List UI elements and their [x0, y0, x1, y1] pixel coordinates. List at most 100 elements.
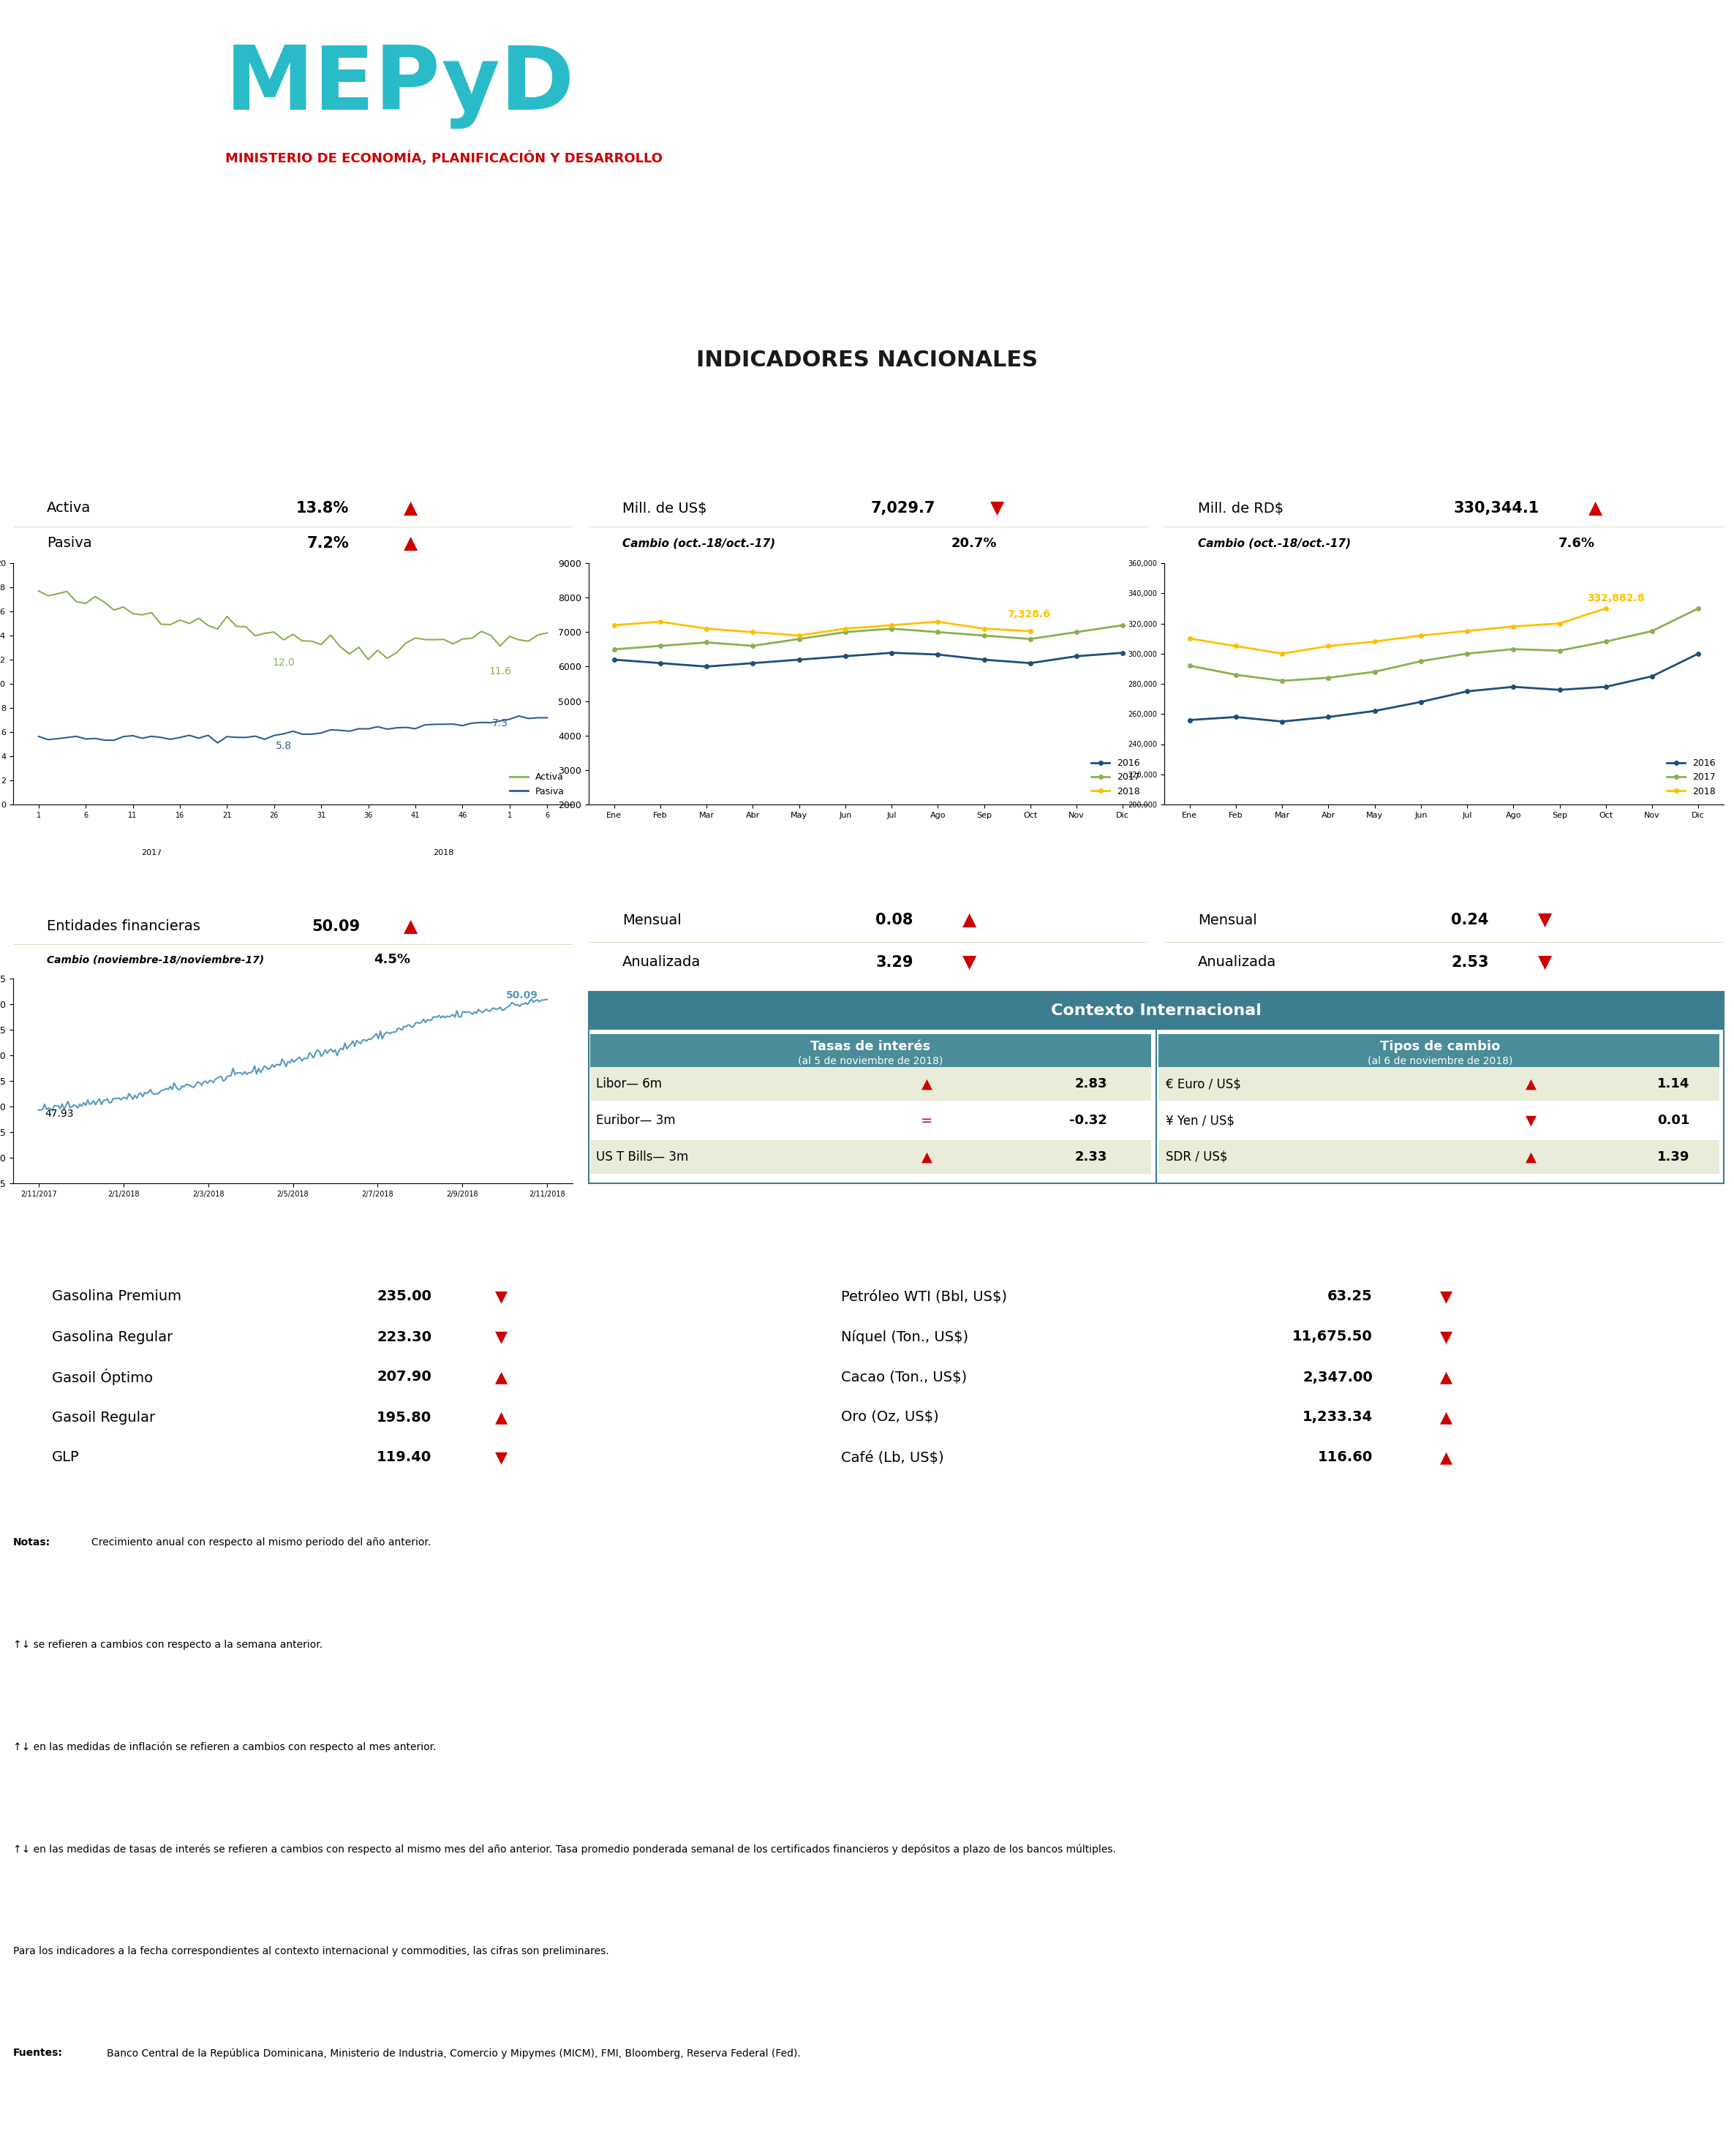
- Text: 20.7%: 20.7%: [952, 537, 997, 550]
- Text: 2.33: 2.33: [1075, 1151, 1108, 1164]
- Text: ▼: ▼: [1538, 912, 1552, 929]
- Text: ▼: ▼: [990, 500, 1004, 517]
- Text: 7,029.7: 7,029.7: [870, 500, 936, 515]
- Text: 63.25: 63.25: [1328, 1289, 1373, 1304]
- Text: Mensual: Mensual: [623, 914, 681, 927]
- Text: ▲: ▲: [1588, 500, 1602, 517]
- Text: Commodities: Commodities: [1200, 1220, 1327, 1238]
- Text: =: =: [921, 1115, 933, 1128]
- Text: Anualizada: Anualizada: [623, 955, 701, 968]
- Text: 7,328.6: 7,328.6: [1007, 610, 1051, 619]
- Text: (al 6 de noviembre de 2018): (al 6 de noviembre de 2018): [1368, 1056, 1512, 1067]
- Legend: Activa, Pasiva: Activa, Pasiva: [506, 770, 569, 800]
- Text: Medio Circulante (M1): Medio Circulante (M1): [1342, 423, 1545, 438]
- Text: 2,347.00: 2,347.00: [1302, 1371, 1373, 1384]
- Text: Cacao (Ton., US$): Cacao (Ton., US$): [841, 1371, 968, 1384]
- Text: ▲: ▲: [496, 1369, 508, 1384]
- Text: Mill. de RD$: Mill. de RD$: [1198, 502, 1283, 515]
- Text: UNIDAD ASESORA DE ANÁLISIS ECONÓMICO Y SOCIAL: UNIDAD ASESORA DE ANÁLISIS ECONÓMICO Y S…: [466, 218, 1268, 241]
- Text: (al 29 de octubre de 2018): (al 29 de octubre de 2018): [1363, 464, 1526, 476]
- Text: Reservas Internacionales Netas: Reservas Internacionales Netas: [723, 423, 1014, 438]
- Text: € Euro / US$: € Euro / US$: [1165, 1078, 1242, 1091]
- Text: US T Bills— 3m: US T Bills— 3m: [596, 1151, 688, 1164]
- Text: ▲: ▲: [1439, 1410, 1451, 1425]
- Text: Banco Central de la República Dominicana, Ministerio de Industria, Comercio y Mi: Banco Central de la República Dominicana…: [108, 2048, 801, 2059]
- Text: Euribor— 3m: Euribor— 3m: [596, 1115, 676, 1128]
- Text: (al 2 de noviembre de 2018): (al 2 de noviembre de 2018): [206, 884, 380, 897]
- Text: (al 1 de noviembre de 2018): (al 1 de noviembre de 2018): [206, 464, 380, 476]
- Text: ▼: ▼: [496, 1451, 508, 1464]
- Text: Libor— 6m: Libor— 6m: [596, 1078, 662, 1091]
- Text: 50.09: 50.09: [312, 918, 361, 934]
- Text: 5.8: 5.8: [276, 742, 291, 750]
- Text: ▲: ▲: [921, 1078, 933, 1091]
- Text: ▲: ▲: [404, 500, 418, 517]
- Text: MINISTERIO DE ECONOMÍA, PLANIFICACIÓN Y DESARROLLO: MINISTERIO DE ECONOMÍA, PLANIFICACIÓN Y …: [225, 151, 662, 166]
- Text: Tipo de cambio (Dólar, venta): Tipo de cambio (Dólar, venta): [158, 847, 428, 862]
- Text: 50.09: 50.09: [506, 990, 538, 1000]
- Text: Notas:: Notas:: [14, 1537, 50, 1548]
- Text: ▲: ▲: [404, 535, 418, 552]
- Legend: 2016, 2017, 2018: 2016, 2017, 2018: [1663, 755, 1718, 800]
- Text: -0.32: -0.32: [1070, 1115, 1108, 1128]
- Text: ▼: ▼: [1538, 953, 1552, 970]
- Text: ▼: ▼: [962, 953, 976, 970]
- Bar: [590, 1035, 1151, 1069]
- Text: 12.0: 12.0: [272, 658, 295, 668]
- Text: Inflación subyacente (%): Inflación subyacente (%): [1330, 843, 1557, 858]
- Text: 11,675.50: 11,675.50: [1292, 1330, 1373, 1343]
- Text: ▲: ▲: [1526, 1149, 1536, 1164]
- Text: 2.53: 2.53: [1451, 955, 1490, 970]
- Text: 13.8%: 13.8%: [297, 500, 349, 515]
- Text: 7.2%: 7.2%: [307, 537, 349, 550]
- Text: Gasoil Regular: Gasoil Regular: [52, 1410, 154, 1425]
- Text: ▲: ▲: [404, 918, 418, 936]
- Text: 0.01: 0.01: [1658, 1115, 1689, 1128]
- Text: Precios de los combustibles: Precios de los combustibles: [265, 1220, 536, 1238]
- Text: Níquel (Ton., US$): Níquel (Ton., US$): [841, 1330, 969, 1343]
- Text: ▲: ▲: [1526, 1078, 1536, 1091]
- Text: 116.60: 116.60: [1318, 1451, 1373, 1464]
- Text: Cambio (noviembre-18/noviembre-17): Cambio (noviembre-18/noviembre-17): [47, 955, 264, 966]
- Text: (al 6 de noviembre de 2018): (al 6 de noviembre de 2018): [1169, 1255, 1356, 1268]
- Text: 235.00: 235.00: [376, 1289, 432, 1304]
- Text: ▼: ▼: [1439, 1330, 1451, 1343]
- Text: Petróleo WTI (Bbl, US$): Petróleo WTI (Bbl, US$): [841, 1289, 1007, 1304]
- Text: 7.6%: 7.6%: [1559, 537, 1595, 550]
- Bar: [590, 992, 1724, 1031]
- Text: Entidades financieras: Entidades financieras: [47, 918, 199, 934]
- Text: Cambio (oct.-18/oct.-17): Cambio (oct.-18/oct.-17): [1198, 537, 1351, 550]
- Text: ▲: ▲: [1439, 1451, 1451, 1464]
- Text: ¥ Yen / US$: ¥ Yen / US$: [1165, 1115, 1235, 1128]
- Text: Gasoil Óptimo: Gasoil Óptimo: [52, 1369, 153, 1386]
- Text: (al 29 de octubre de 2018): (al 29 de octubre de 2018): [787, 464, 950, 476]
- Text: 1.14: 1.14: [1658, 1078, 1689, 1091]
- Text: 207.90: 207.90: [376, 1371, 432, 1384]
- Text: Tipos de cambio: Tipos de cambio: [1380, 1039, 1500, 1052]
- Text: 223.30: 223.30: [376, 1330, 432, 1343]
- Text: ▼: ▼: [496, 1330, 508, 1343]
- Text: 195.80: 195.80: [376, 1410, 432, 1425]
- Text: 0.24: 0.24: [1451, 912, 1490, 927]
- Text: 330,344.1: 330,344.1: [1453, 500, 1540, 515]
- Text: SDR / US$: SDR / US$: [1165, 1151, 1228, 1164]
- Text: (al 5 de noviembre de 2018): (al 5 de noviembre de 2018): [798, 1056, 943, 1067]
- Bar: [590, 1141, 1151, 1173]
- Text: Crecimiento anual con respecto al mismo periodo del año anterior.: Crecimiento anual con respecto al mismo …: [92, 1537, 432, 1548]
- Text: Pasiva: Pasiva: [47, 537, 92, 550]
- Text: Fuentes:: Fuentes:: [14, 2048, 62, 2059]
- Text: 2018: 2018: [434, 849, 454, 856]
- Bar: [590, 1104, 1151, 1138]
- Text: ▼: ▼: [1526, 1115, 1536, 1128]
- Text: Mill. de US$: Mill. de US$: [623, 502, 707, 515]
- Text: ▲: ▲: [1439, 1369, 1451, 1384]
- Text: GLP: GLP: [52, 1451, 80, 1464]
- Text: Inflación general (%): Inflación general (%): [773, 843, 964, 858]
- Text: 2.83: 2.83: [1075, 1078, 1108, 1091]
- Text: Gasolina Regular: Gasolina Regular: [52, 1330, 173, 1343]
- Text: 1,233.34: 1,233.34: [1302, 1410, 1373, 1425]
- Bar: [1158, 1067, 1720, 1102]
- Text: ↑↓ en las medidas de tasas de interés se refieren a cambios con respecto al mism: ↑↓ en las medidas de tasas de interés se…: [14, 1843, 1117, 1854]
- Text: INDICADORES NACIONALES: INDICADORES NACIONALES: [695, 349, 1039, 371]
- Text: Tasas de Interés Banca Múltiple: Tasas de Interés Banca Múltiple: [147, 423, 439, 438]
